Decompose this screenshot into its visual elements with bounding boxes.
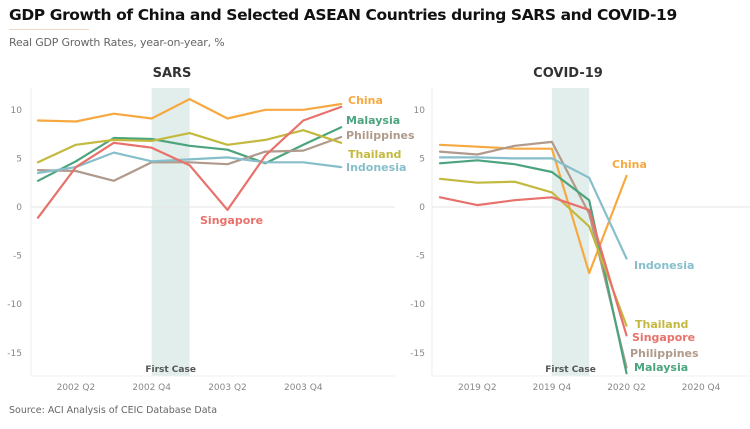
first-case-label: First Case xyxy=(145,365,196,375)
first-case-band xyxy=(151,88,190,376)
series-line-philippines xyxy=(36,135,343,182)
x-tick-label: 2020 Q2 xyxy=(607,383,646,393)
y-tick-label: -15 xyxy=(7,349,22,359)
series-line-singapore xyxy=(438,196,628,337)
series-line-indonesia xyxy=(36,151,343,175)
first-case-band xyxy=(551,88,590,376)
x-tick-label: 2019 Q4 xyxy=(533,383,572,393)
chart-subtitle: Real GDP Growth Rates, year-on-year, % xyxy=(9,36,225,49)
chart-title: GDP Growth of China and Selected ASEAN C… xyxy=(9,6,677,24)
series-label-china: China xyxy=(348,94,383,107)
x-tick-label: 2002 Q2 xyxy=(57,383,96,393)
title-underline xyxy=(9,29,89,30)
y-tick-label: -10 xyxy=(410,300,425,310)
series-label-philippines: Philippines xyxy=(346,129,415,142)
series-label-philippines: Philippines xyxy=(630,347,699,360)
x-tick-label: 2020 Q4 xyxy=(682,383,721,393)
series-label-malaysia: Malaysia xyxy=(346,114,400,127)
source-note: Source: ACI Analysis of CEIC Database Da… xyxy=(9,405,218,416)
series-line-thailand xyxy=(438,177,628,327)
series-label-china: China xyxy=(612,158,647,171)
x-tick-label: 2019 Q2 xyxy=(458,383,497,393)
series-line-malaysia xyxy=(438,159,628,375)
series-label-indonesia: Indonesia xyxy=(634,259,694,272)
y-tick-label: 5 xyxy=(16,154,22,164)
y-tick-label: -10 xyxy=(7,300,22,310)
y-tick-label: 10 xyxy=(414,106,426,116)
y-tick-label: 10 xyxy=(11,106,23,116)
y-tick-label: -15 xyxy=(410,349,425,359)
x-tick-label: 2003 Q4 xyxy=(284,383,323,393)
x-tick-label: 2003 Q2 xyxy=(208,383,247,393)
x-tick-label: 2002 Q4 xyxy=(132,383,171,393)
series-label-thailand: Thailand xyxy=(348,148,401,161)
series-label-thailand: Thailand xyxy=(635,318,688,331)
series-line-indonesia xyxy=(438,156,628,260)
first-case-label: First Case xyxy=(545,365,596,375)
series-line-philippines xyxy=(438,140,628,369)
series-label-indonesia: Indonesia xyxy=(346,161,406,174)
y-tick-label: -5 xyxy=(416,252,425,262)
panel-title: COVID-19 xyxy=(533,66,603,81)
y-tick-label: -5 xyxy=(13,252,22,262)
y-tick-label: 5 xyxy=(419,154,425,164)
series-line-china xyxy=(438,143,628,275)
y-tick-label: 0 xyxy=(16,203,22,213)
series-line-singapore xyxy=(36,105,343,219)
series-label-malaysia: Malaysia xyxy=(634,361,688,374)
y-tick-label: 0 xyxy=(419,203,425,213)
series-line-china xyxy=(36,97,343,123)
panel-title: SARS xyxy=(153,66,192,81)
series-label-singapore: Singapore xyxy=(200,214,263,227)
series-label-singapore: Singapore xyxy=(632,331,695,344)
